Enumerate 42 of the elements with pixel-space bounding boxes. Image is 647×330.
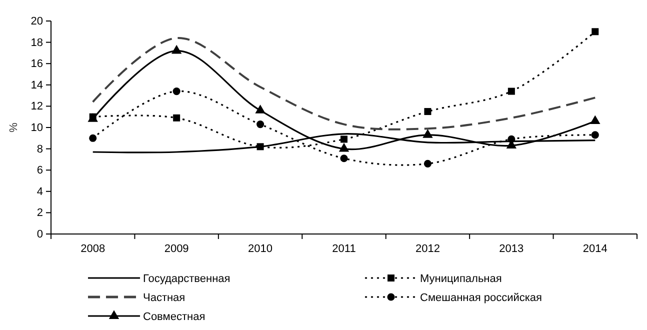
legend-label: Муниципальная — [420, 273, 502, 285]
point — [508, 135, 516, 143]
point — [424, 108, 432, 116]
y-tick-label: 18 — [30, 36, 43, 49]
point — [171, 44, 182, 54]
x-tick-label: 2012 — [415, 243, 440, 255]
x-tick-label: 2014 — [582, 243, 608, 255]
y-tick-label: 0 — [36, 228, 43, 241]
point — [508, 88, 515, 95]
point — [172, 88, 180, 96]
y-tick-label: 8 — [36, 143, 43, 156]
x-tick-label: 2009 — [164, 243, 189, 255]
y-tick-label: 12 — [30, 100, 43, 113]
y-tick-label: 6 — [36, 164, 43, 177]
point — [256, 120, 264, 128]
x-tick-label: 2008 — [80, 243, 106, 255]
point — [591, 131, 599, 139]
point — [422, 129, 433, 138]
point — [89, 134, 97, 142]
point — [255, 104, 266, 114]
point — [424, 160, 432, 168]
y-tick-label: 14 — [30, 79, 43, 92]
legend-label: Совместная — [143, 311, 206, 323]
point — [340, 154, 348, 162]
y-tick-label: 2 — [36, 207, 43, 220]
point — [256, 143, 264, 150]
y-tick-label: 16 — [30, 58, 43, 70]
x-tick-label: 2011 — [332, 243, 356, 255]
y-tick-label: 20 — [30, 16, 43, 28]
y-tick-label: 4 — [36, 186, 43, 198]
x-tick-label: 2010 — [248, 243, 273, 255]
point — [592, 28, 599, 36]
x-tick-label: 2013 — [499, 243, 524, 255]
legend-label: Смешанная российская — [420, 292, 542, 304]
legend-label: Частная — [143, 292, 186, 304]
point — [340, 136, 348, 143]
point — [338, 142, 350, 152]
y-tick-label: 10 — [30, 122, 43, 134]
point — [173, 114, 180, 122]
point — [590, 115, 600, 124]
y-axis-title: % — [8, 122, 20, 132]
legend-label: Государственная — [143, 273, 230, 285]
